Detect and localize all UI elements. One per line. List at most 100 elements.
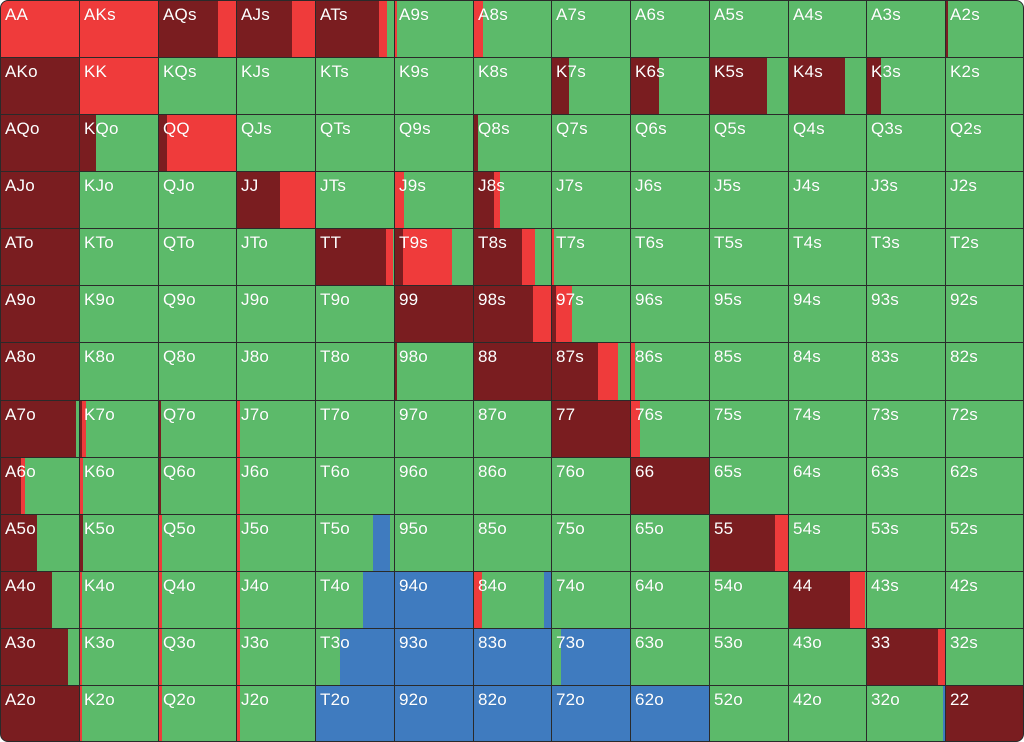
hand-cell[interactable]: J6s	[631, 172, 710, 229]
hand-cell[interactable]: 83o	[474, 629, 552, 686]
hand-cell[interactable]: KK	[80, 58, 159, 115]
hand-cell[interactable]: 53s	[867, 515, 946, 572]
hand-cell[interactable]: T8s	[474, 229, 552, 286]
hand-cell[interactable]: KJo	[80, 172, 159, 229]
hand-cell[interactable]: QJs	[237, 115, 316, 172]
hand-cell[interactable]: AQo	[1, 115, 80, 172]
hand-cell[interactable]: K9o	[80, 286, 159, 343]
hand-cell[interactable]: 72o	[552, 686, 631, 741]
hand-cell[interactable]: 95s	[710, 286, 789, 343]
hand-cell[interactable]: T8o	[316, 343, 395, 401]
hand-cell[interactable]: T6o	[316, 458, 395, 515]
hand-cell[interactable]: K5s	[710, 58, 789, 115]
hand-cell[interactable]: Q7o	[159, 401, 237, 458]
hand-cell[interactable]: T5s	[710, 229, 789, 286]
hand-cell[interactable]: K3o	[80, 629, 159, 686]
hand-cell[interactable]: 85o	[474, 515, 552, 572]
hand-cell[interactable]: K8s	[474, 58, 552, 115]
hand-cell[interactable]: Q5o	[159, 515, 237, 572]
hand-cell[interactable]: 65s	[710, 458, 789, 515]
hand-cell[interactable]: 84s	[789, 343, 867, 401]
hand-cell[interactable]: J6o	[237, 458, 316, 515]
hand-cell[interactable]: 64s	[789, 458, 867, 515]
hand-cell[interactable]: 43s	[867, 572, 946, 629]
hand-cell[interactable]: Q3s	[867, 115, 946, 172]
hand-cell[interactable]: 62s	[946, 458, 1023, 515]
hand-cell[interactable]: 74o	[552, 572, 631, 629]
hand-cell[interactable]: T5o	[316, 515, 395, 572]
hand-cell[interactable]: A9o	[1, 286, 80, 343]
hand-cell[interactable]: 83s	[867, 343, 946, 401]
hand-cell[interactable]: K6o	[80, 458, 159, 515]
hand-cell[interactable]: Q2s	[946, 115, 1023, 172]
hand-cell[interactable]: 92s	[946, 286, 1023, 343]
hand-cell[interactable]: T7s	[552, 229, 631, 286]
hand-cell[interactable]: A4s	[789, 1, 867, 58]
hand-cell[interactable]: 88	[474, 343, 552, 401]
hand-cell[interactable]: 96o	[395, 458, 474, 515]
hand-cell[interactable]: K5o	[80, 515, 159, 572]
hand-cell[interactable]: 96s	[631, 286, 710, 343]
hand-cell[interactable]: AQs	[159, 1, 237, 58]
hand-cell[interactable]: 65o	[631, 515, 710, 572]
hand-cell[interactable]: 75s	[710, 401, 789, 458]
hand-cell[interactable]: KQo	[80, 115, 159, 172]
hand-cell[interactable]: 64o	[631, 572, 710, 629]
hand-cell[interactable]: J4o	[237, 572, 316, 629]
hand-cell[interactable]: T3s	[867, 229, 946, 286]
hand-cell[interactable]: 93o	[395, 629, 474, 686]
hand-cell[interactable]: K3s	[867, 58, 946, 115]
hand-cell[interactable]: T7o	[316, 401, 395, 458]
hand-cell[interactable]: A8s	[474, 1, 552, 58]
hand-cell[interactable]: 76s	[631, 401, 710, 458]
hand-cell[interactable]: A3s	[867, 1, 946, 58]
hand-cell[interactable]: 52o	[710, 686, 789, 741]
hand-cell[interactable]: Q9o	[159, 286, 237, 343]
hand-cell[interactable]: T4o	[316, 572, 395, 629]
hand-cell[interactable]: 62o	[631, 686, 710, 741]
hand-cell[interactable]: K6s	[631, 58, 710, 115]
hand-cell[interactable]: Q6s	[631, 115, 710, 172]
hand-cell[interactable]: J3o	[237, 629, 316, 686]
hand-cell[interactable]: Q3o	[159, 629, 237, 686]
hand-cell[interactable]: J5s	[710, 172, 789, 229]
hand-cell[interactable]: 32o	[867, 686, 946, 741]
hand-cell[interactable]: 63s	[867, 458, 946, 515]
hand-cell[interactable]: 94s	[789, 286, 867, 343]
hand-cell[interactable]: 85s	[710, 343, 789, 401]
hand-cell[interactable]: KTo	[80, 229, 159, 286]
hand-cell[interactable]: A6o	[1, 458, 80, 515]
hand-cell[interactable]: A9s	[395, 1, 474, 58]
hand-cell[interactable]: 54o	[710, 572, 789, 629]
hand-cell[interactable]: J8s	[474, 172, 552, 229]
hand-cell[interactable]: KQs	[159, 58, 237, 115]
hand-cell[interactable]: 75o	[552, 515, 631, 572]
hand-cell[interactable]: 44	[789, 572, 867, 629]
hand-cell[interactable]: A2s	[946, 1, 1023, 58]
hand-cell[interactable]: 74s	[789, 401, 867, 458]
hand-cell[interactable]: K7o	[80, 401, 159, 458]
hand-cell[interactable]: 72s	[946, 401, 1023, 458]
hand-cell[interactable]: J8o	[237, 343, 316, 401]
hand-cell[interactable]: A2o	[1, 686, 80, 741]
hand-cell[interactable]: QTs	[316, 115, 395, 172]
hand-cell[interactable]: 53o	[710, 629, 789, 686]
hand-cell[interactable]: T3o	[316, 629, 395, 686]
hand-cell[interactable]: T9s	[395, 229, 474, 286]
hand-cell[interactable]: 32s	[946, 629, 1023, 686]
hand-cell[interactable]: KJs	[237, 58, 316, 115]
hand-cell[interactable]: 73s	[867, 401, 946, 458]
hand-cell[interactable]: Q4s	[789, 115, 867, 172]
hand-cell[interactable]: J7o	[237, 401, 316, 458]
hand-cell[interactable]: K8o	[80, 343, 159, 401]
hand-cell[interactable]: 52s	[946, 515, 1023, 572]
hand-cell[interactable]: Q8o	[159, 343, 237, 401]
hand-cell[interactable]: K2o	[80, 686, 159, 741]
hand-cell[interactable]: T2s	[946, 229, 1023, 286]
hand-cell[interactable]: ATo	[1, 229, 80, 286]
hand-cell[interactable]: K9s	[395, 58, 474, 115]
hand-cell[interactable]: 98o	[395, 343, 474, 401]
hand-cell[interactable]: K4o	[80, 572, 159, 629]
hand-cell[interactable]: A3o	[1, 629, 80, 686]
hand-cell[interactable]: 94o	[395, 572, 474, 629]
